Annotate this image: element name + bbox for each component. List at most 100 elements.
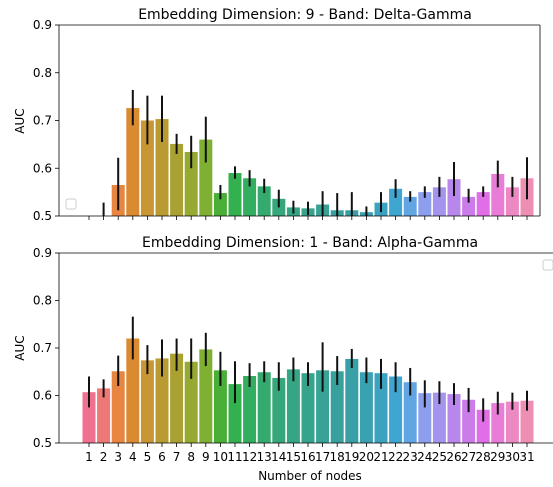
chart-bottom-bar xyxy=(491,403,505,443)
chart-top-bar xyxy=(213,193,227,216)
chart-bottom-xtick-label: 6 xyxy=(158,450,166,464)
chart-bottom-ytick-label: 0.6 xyxy=(33,389,52,403)
chart-bottom-bar xyxy=(389,376,403,443)
chart-top-bar xyxy=(505,187,519,216)
chart-bottom-xtick-label: 13 xyxy=(257,450,272,464)
chart-bottom-ytick-label: 0.7 xyxy=(33,341,52,355)
chart-bottom-ytick-label: 0.5 xyxy=(33,436,52,450)
chart-top-legend-box xyxy=(65,198,77,210)
chart-top-title: Embedding Dimension: 9 - Band: Delta-Gam… xyxy=(138,7,472,23)
chart-bottom-bar xyxy=(505,401,519,443)
chart-bottom-xtick-label: 26 xyxy=(446,450,461,464)
chart-bottom-yaxis: 0.5 0.6 0.7 0.8 0.9 xyxy=(33,246,59,450)
chart-top-bar xyxy=(140,120,154,216)
chart-bottom-xtick-label: 21 xyxy=(373,450,388,464)
chart-top-bar xyxy=(170,143,184,216)
chart-bottom-bar xyxy=(330,371,344,443)
chart-top-yaxis: 0.5 0.6 0.7 0.8 0.9 xyxy=(33,18,59,223)
chart-bottom-xtick-label: 27 xyxy=(461,450,476,464)
chart-bottom-bar xyxy=(447,394,461,443)
chart-bottom-xtick-label: 2 xyxy=(100,450,108,464)
chart-bottom-ytick-label: 0.8 xyxy=(33,294,52,308)
chart-bottom-bar xyxy=(213,370,227,443)
chart-bottom-bar xyxy=(155,358,169,443)
chart-bottom-bar xyxy=(111,371,125,443)
chart-top-bar xyxy=(462,196,476,216)
chart-bottom-xtick-label: 19 xyxy=(344,450,359,464)
chart-bottom-xtick-label: 14 xyxy=(271,450,286,464)
chart-bottom-bar xyxy=(359,372,373,443)
chart-top-bar xyxy=(257,186,271,216)
chart-bottom-bar xyxy=(418,393,432,444)
chart-bottom-bar xyxy=(476,409,490,443)
chart-top-bar xyxy=(184,152,198,216)
chart-bottom-xtick-label: 3 xyxy=(114,450,122,464)
chart-bottom-bar xyxy=(520,400,534,443)
chart-bottom-bar xyxy=(345,358,359,443)
chart-bottom-xtick-label: 24 xyxy=(417,450,432,464)
chart-bottom-bar xyxy=(286,369,300,444)
chart-top-bar xyxy=(228,173,242,216)
chart-bottom-bar xyxy=(140,360,154,443)
chart-bottom-title: Embedding Dimension: 1 - Band: Alpha-Gam… xyxy=(142,235,478,251)
chart-bottom-ylabel: AUC xyxy=(13,335,27,360)
chart-bottom-xtick-label: 4 xyxy=(129,450,137,464)
chart-top-bar xyxy=(199,139,213,216)
chart-bottom-xtick-label: 20 xyxy=(359,450,374,464)
chart-bottom-xtick-label: 17 xyxy=(315,450,330,464)
chart-bottom-bar xyxy=(432,392,446,443)
chart-bottom-bars xyxy=(82,316,534,444)
chart-bottom-xtick-label: 1 xyxy=(85,450,93,464)
chart-bottom-bar xyxy=(462,399,476,443)
chart-bottom-xtick-label: 31 xyxy=(519,450,534,464)
chart-bottom-xtick-label: 25 xyxy=(432,450,447,464)
chart-top-bar xyxy=(447,179,461,216)
chart-top: Embedding Dimension: 9 - Band: Delta-Gam… xyxy=(13,7,541,223)
chart-bottom-xtick-label: 5 xyxy=(144,450,152,464)
chart-bottom-xtick-label: 7 xyxy=(173,450,181,464)
chart-bottom-bar xyxy=(126,338,140,443)
chart-bottom-xtick-label: 15 xyxy=(286,450,301,464)
chart-bottom-xtick-label: 29 xyxy=(490,450,505,464)
chart-bottom: Embedding Dimension: 1 - Band: Alpha-Gam… xyxy=(13,235,553,483)
chart-top-bar xyxy=(126,108,140,216)
chart-top-bar xyxy=(432,187,446,216)
chart-top-xaxis xyxy=(88,216,528,220)
chart-bottom-xtick-label: 12 xyxy=(242,450,257,464)
chart-top-ytick-label: 0.6 xyxy=(33,161,52,175)
chart-bottom-bar xyxy=(199,349,213,443)
chart-bottom-bar xyxy=(374,373,388,443)
chart-bottom-xtick-label: 18 xyxy=(330,450,345,464)
chart-bottom-xtick-label: 23 xyxy=(403,450,418,464)
chart-bottom-xtick-label: 28 xyxy=(476,450,491,464)
chart-bottom-xlabel: Number of nodes xyxy=(258,469,362,483)
chart-bottom-legend-box xyxy=(542,259,553,271)
chart-bottom-bar xyxy=(170,353,184,443)
chart-top-ylabel: AUC xyxy=(13,108,27,133)
chart-top-ytick-label: 0.9 xyxy=(33,18,52,32)
chart-bottom-bar xyxy=(82,392,96,443)
chart-top-ytick-label: 0.7 xyxy=(33,114,52,128)
chart-bottom-xaxis: 1 2 3 4 5 6 7 8 9 10 11 12 13 14 15 16 17 18 19 20 21 22 23 24 2… xyxy=(85,443,535,464)
chart-top-bar xyxy=(491,173,505,216)
chart-bottom-bar xyxy=(301,373,315,443)
chart-bottom-bar xyxy=(403,382,417,443)
chart-top-bar xyxy=(403,196,417,216)
chart-top-ytick-label: 0.8 xyxy=(33,66,52,80)
chart-bottom-bar xyxy=(272,377,286,443)
chart-bottom-xtick-label: 16 xyxy=(300,450,315,464)
chart-top-bar xyxy=(418,192,432,216)
chart-bottom-ytick-label: 0.9 xyxy=(33,246,52,260)
chart-bottom-bar xyxy=(97,388,111,444)
chart-bottom-xtick-label: 22 xyxy=(388,450,403,464)
chart-bottom-xtick-label: 10 xyxy=(213,450,228,464)
chart-bottom-xtick-label: 9 xyxy=(202,450,210,464)
chart-top-bars xyxy=(102,89,534,216)
chart-top-ytick-label: 0.5 xyxy=(33,209,52,223)
chart-bottom-xtick-label: 8 xyxy=(187,450,195,464)
chart-bottom-bar xyxy=(257,372,271,443)
chart-bottom-bar xyxy=(228,384,242,443)
chart-top-bar xyxy=(155,119,169,216)
chart-top-bar xyxy=(389,188,403,216)
